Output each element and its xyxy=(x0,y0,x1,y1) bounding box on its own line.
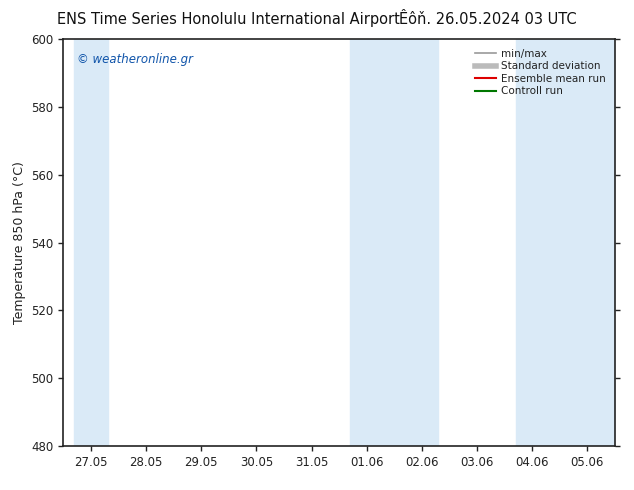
Legend: min/max, Standard deviation, Ensemble mean run, Controll run: min/max, Standard deviation, Ensemble me… xyxy=(470,45,610,100)
Text: ENS Time Series Honolulu International Airport: ENS Time Series Honolulu International A… xyxy=(57,12,399,27)
Bar xyxy=(74,39,108,446)
Y-axis label: Temperature 850 hPa (°C): Temperature 850 hPa (°C) xyxy=(13,161,26,324)
Bar xyxy=(350,39,439,446)
Text: Êôň. 26.05.2024 03 UTC: Êôň. 26.05.2024 03 UTC xyxy=(399,12,577,27)
Text: © weatheronline.gr: © weatheronline.gr xyxy=(77,53,193,67)
Bar xyxy=(515,39,615,446)
